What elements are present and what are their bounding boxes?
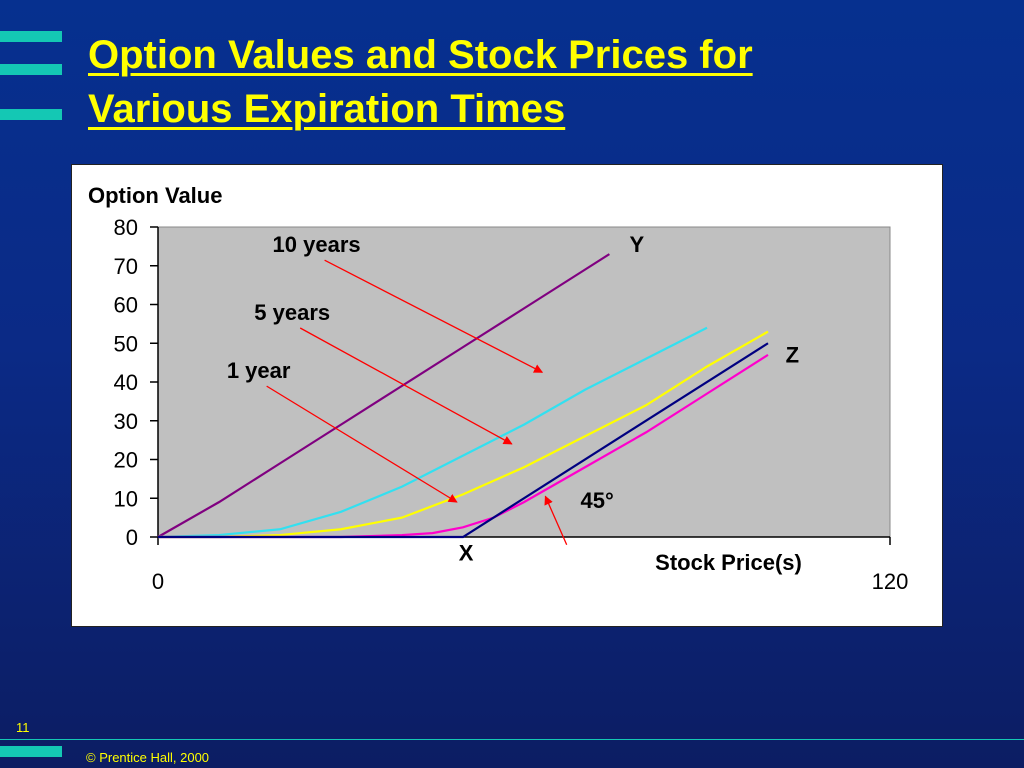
decor-bar-1 (0, 31, 62, 42)
y-tick-label: 60 (114, 293, 138, 318)
annotation-label: 45° (581, 488, 614, 513)
series-line-5 (158, 342, 769, 539)
slide-title-line-2: Various Expiration Times (88, 87, 566, 131)
y-tick-label: 10 (114, 486, 138, 511)
annotation-arrow (544, 495, 568, 546)
y-tick-label: 70 (114, 254, 138, 279)
annotation-label: 10 years (273, 232, 361, 257)
annotation-arrow (266, 385, 458, 503)
y-tick-label: 30 (114, 409, 138, 434)
annotation-label: 5 years (254, 300, 330, 325)
y-tick-label: 50 (114, 331, 138, 356)
page-number: 11 (16, 720, 30, 735)
x-axis-label: Stock Price(s) (655, 550, 802, 575)
annotation-label: 1 year (227, 358, 291, 383)
annotation-label: X (459, 540, 474, 565)
annotation-arrow (324, 259, 544, 373)
annotation-arrow (299, 327, 513, 445)
chart-container: 0 10 20 30 40 50 60 70 80 0 120 Option Value Stock P… (71, 164, 943, 627)
x-tick-label: 0 (152, 569, 164, 594)
annotation-label: Y (630, 232, 645, 257)
copyright-text: © Prentice Hall, 2000 (86, 750, 210, 765)
series-line-2 (157, 326, 708, 539)
y-tick-label: 20 (114, 448, 138, 473)
y-axis-label: Option Value (88, 183, 222, 208)
footer-divider (0, 739, 1024, 740)
decor-bar-footer (0, 746, 62, 757)
option-value-chart: 0 10 20 30 40 50 60 70 80 0 120 Option Value Stock P… (88, 183, 909, 594)
x-tick-label: 120 (872, 569, 909, 594)
series-line-1 (157, 253, 610, 538)
annotation-label: Z (786, 343, 799, 368)
series-line-3 (158, 330, 769, 539)
slide-title-line-1: Option Values and Stock Prices for (88, 33, 753, 77)
y-tick-label: 80 (114, 215, 138, 240)
plot-area (157, 226, 891, 538)
decor-bar-3 (0, 109, 62, 120)
slide-title: Option Values and Stock Prices for Vario… (88, 28, 988, 136)
decor-bar-2 (0, 64, 62, 75)
y-tick-label: 40 (114, 370, 138, 395)
y-tick-label: 0 (126, 525, 138, 550)
